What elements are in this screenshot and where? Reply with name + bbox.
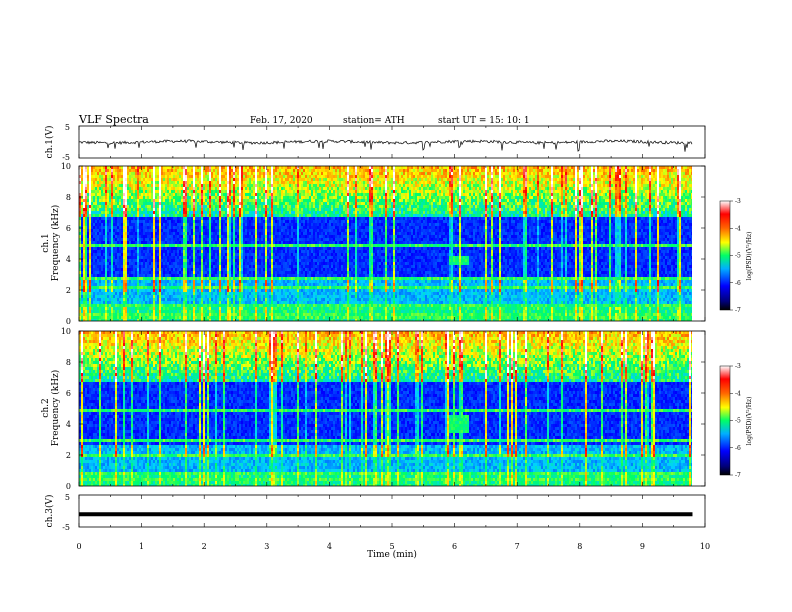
x-tick-label: 6 [452, 542, 457, 551]
y-tick-label: 10 [61, 327, 71, 336]
y-tick-label: 4 [66, 420, 71, 429]
ch2-spec-ylabel-line1: ch.2 [41, 398, 51, 417]
y-tick-label: 0 [66, 482, 71, 491]
colorbar-tick-label: -7 [735, 307, 741, 314]
ch2-spec-yticks: 0 2 4 6 8 10 [61, 327, 705, 491]
ch3-ytick-top: 5 [65, 493, 70, 502]
date-label: Feb. 17, 2020 [250, 116, 313, 126]
ch1-ylabel: ch.1(V) [44, 126, 55, 159]
colorbar-tick-label: -6 [735, 445, 741, 452]
y-tick-label: 6 [66, 224, 71, 233]
ch1-colorbar-ticks: -3 -4 -5 -6 -7 [730, 198, 741, 314]
ch1-ytick-bottom: -5 [62, 153, 70, 162]
ch1-spec-yticks: 0 2 4 6 8 10 [61, 162, 705, 326]
y-tick-label: 0 [66, 317, 71, 326]
y-tick-label: 10 [61, 162, 71, 171]
y-tick-label: 2 [66, 286, 71, 295]
ch2-colorbar-ticks: -3 -4 -5 -6 -7 [730, 363, 741, 479]
ch1-colorbar-scale [719, 200, 731, 311]
x-tick-label: 5 [389, 542, 394, 551]
x-tick-label: 7 [515, 542, 520, 551]
x-tick-label: 4 [327, 542, 332, 551]
panel-ch1-waveform: 5 -5 ch.1(V) [44, 123, 706, 162]
ch1-spectrogram-image [79, 166, 692, 321]
colorbar-tick-label: -6 [735, 280, 741, 287]
colorbar-tick-label: -4 [735, 390, 741, 397]
x-tick-label: 8 [577, 542, 582, 551]
x-tick-label: 2 [202, 542, 207, 551]
x-axis-label: Time (min) [367, 549, 417, 560]
station-label: station= ATH [343, 116, 405, 126]
ch2-spec-ylabel-line2: Frequency (kHz) [50, 370, 61, 447]
x-tick-label: 9 [640, 542, 645, 551]
figure-title: VLF Spectra [78, 113, 149, 126]
ch1-waveform-line [78, 139, 693, 152]
ch2-colorbar: -3 -4 -5 -6 -7 log(PSD)(V²/Hz) [719, 363, 753, 479]
ch2-colorbar-label: log(PSD)(V²/Hz) [746, 397, 753, 446]
x-tick-label: 0 [76, 542, 81, 551]
colorbar-tick-label: -5 [735, 253, 741, 260]
ch2-colorbar-scale [719, 365, 731, 476]
y-tick-label: 8 [66, 193, 71, 202]
ch1-spec-ylabel-line2: Frequency (kHz) [50, 205, 61, 282]
x-axis-ticks: 0 1 2 3 4 5 6 7 8 9 10 [76, 126, 710, 551]
colorbar-tick-label: -3 [735, 363, 741, 370]
panel-ch3-waveform: 5 -5 ch.3(V) [44, 493, 706, 532]
ch2-spectrogram-image [79, 331, 692, 486]
ch1-colorbar-label: log(PSD)(V²/Hz) [746, 232, 753, 281]
x-tick-label: 1 [139, 542, 144, 551]
y-tick-label: 8 [66, 358, 71, 367]
y-tick-label: 2 [66, 451, 71, 460]
panel-ch1-spectrogram: 0 2 4 6 8 10 ch.1 Frequency (kHz) [41, 162, 706, 326]
panel-ch3-frame [78, 494, 706, 528]
y-tick-label: 4 [66, 255, 71, 264]
ch3-ylabel: ch.3(V) [44, 495, 55, 528]
x-tick-label: 10 [700, 542, 710, 551]
colorbar-tick-label: -3 [735, 198, 741, 205]
x-tick-label: 3 [264, 542, 269, 551]
y-tick-label: 6 [66, 389, 71, 398]
colorbar-tick-label: -4 [735, 225, 741, 232]
colorbar-tick-label: -7 [735, 472, 741, 479]
ch1-colorbar: -3 -4 -5 -6 -7 log(PSD)(V²/Hz) [719, 198, 753, 314]
start-time-label: start UT = 15: 10: 1 [438, 116, 530, 126]
panel-ch2-spectrogram: 0 2 4 6 8 10 ch.2 Frequency (kHz) [41, 327, 706, 491]
ch1-ytick-top: 5 [65, 123, 70, 132]
ch1-spec-ylabel-line1: ch.1 [41, 233, 51, 252]
ch3-ytick-bottom: -5 [62, 523, 70, 532]
colorbar-tick-label: -5 [735, 418, 741, 425]
